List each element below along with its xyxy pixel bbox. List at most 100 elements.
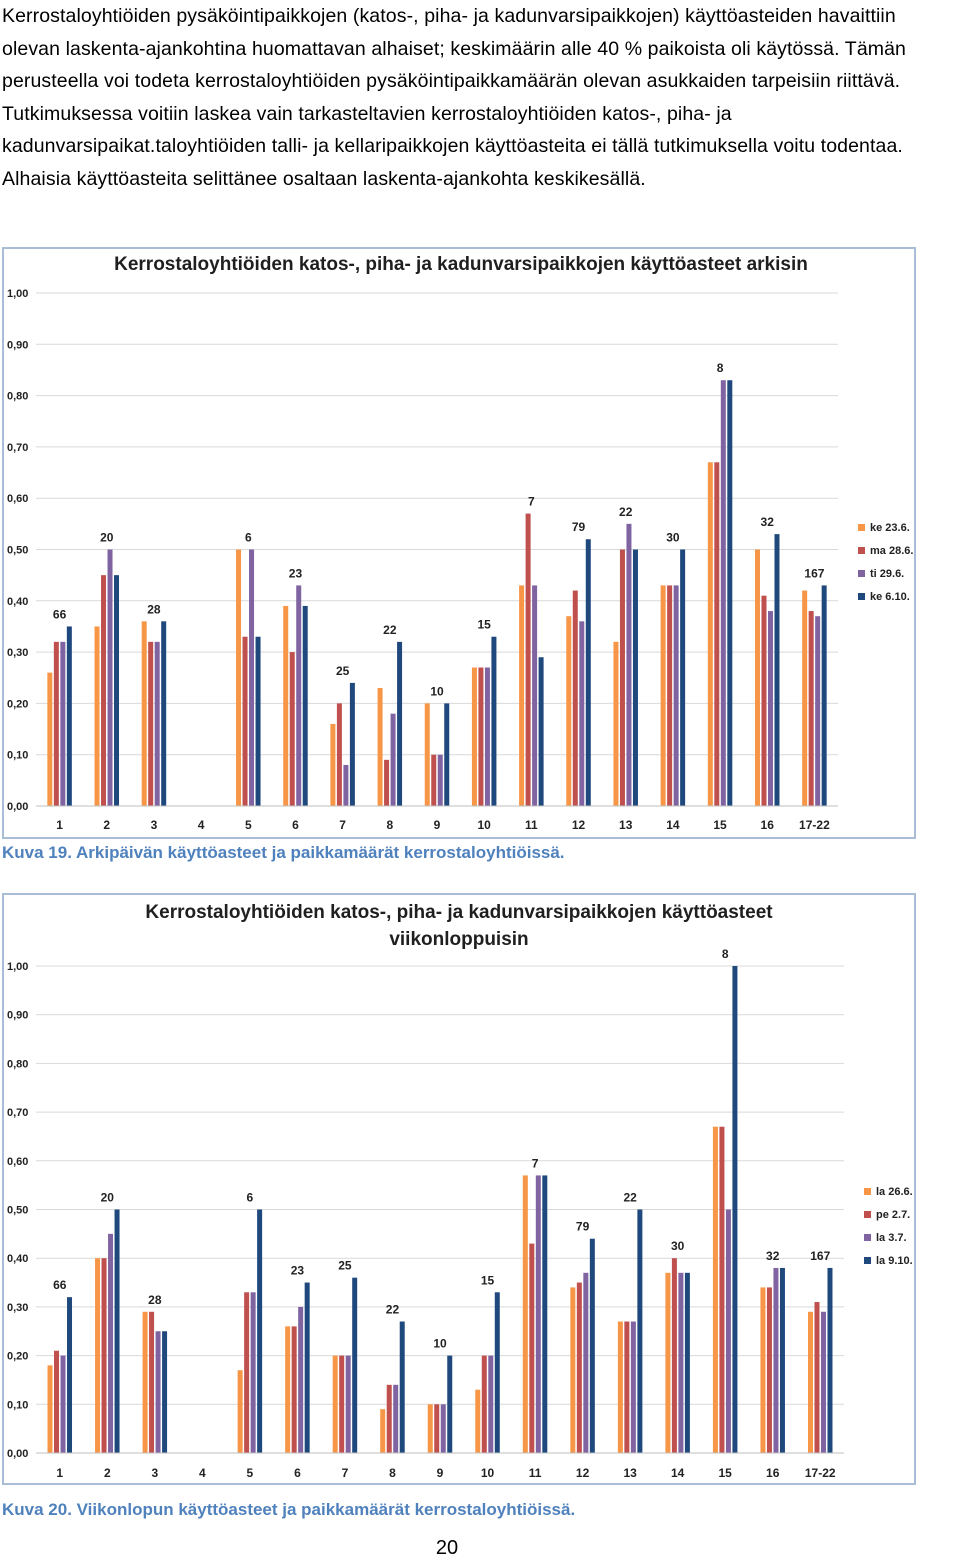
bar (242, 636, 248, 806)
spot-count-label: 167 (804, 566, 824, 580)
x-tick-label: 5 (245, 818, 252, 832)
spot-count-label: 28 (147, 602, 161, 616)
bar (336, 703, 342, 806)
spot-count-label: 32 (761, 515, 775, 529)
bar (802, 590, 808, 806)
weekday-chart-frame: Kerrostaloyhtiöiden katos-, piha- ja kad… (2, 247, 916, 839)
bar (624, 1321, 630, 1453)
legend-swatch (864, 1188, 871, 1195)
bar (529, 1243, 535, 1453)
x-tick-label: 11 (529, 1466, 542, 1480)
bar (236, 549, 242, 806)
y-tick-label: 0,10 (7, 1399, 28, 1411)
bar (60, 1355, 66, 1453)
x-tick-label: 13 (619, 818, 633, 832)
bar (339, 1355, 345, 1453)
bar (673, 585, 679, 806)
spot-count-label: 79 (576, 1220, 590, 1234)
x-tick-label: 1 (56, 1466, 63, 1480)
bar (720, 380, 726, 806)
bar (665, 1272, 671, 1453)
bar (478, 667, 484, 806)
legend-swatch (864, 1257, 871, 1264)
bar (680, 549, 686, 806)
bar (444, 703, 450, 806)
y-tick-label: 0,40 (7, 1253, 28, 1265)
bar (384, 759, 390, 806)
bar (108, 1233, 114, 1453)
spot-count-label: 8 (722, 947, 729, 961)
weekend-usage-chart: Kerrostaloyhtiöiden katos-, piha- ja kad… (7, 902, 913, 1480)
y-tick-label: 1,00 (7, 288, 28, 300)
bar (579, 621, 585, 806)
y-tick-label: 0,00 (7, 1448, 28, 1460)
chart-title: Kerrostaloyhtiöiden katos-, piha- ja kad… (145, 902, 773, 923)
chart-title: Kerrostaloyhtiöiden katos-, piha- ja kad… (114, 254, 808, 275)
bar (619, 549, 625, 806)
legend-label: pe 2.7. (876, 1209, 910, 1221)
legend-label: la 3.7. (876, 1232, 907, 1244)
bar (94, 626, 100, 806)
bar (566, 616, 572, 806)
legend-swatch (864, 1211, 871, 1218)
bar (525, 513, 531, 806)
x-tick-label: 16 (766, 1466, 780, 1480)
x-tick-label: 3 (151, 1466, 158, 1480)
bar (67, 1297, 73, 1453)
bar (632, 549, 638, 806)
spot-count-label: 15 (481, 1273, 495, 1287)
figure-20-caption: Kuva 20. Viikonlopun käyttöasteet ja pai… (2, 1500, 576, 1519)
legend-swatch (858, 524, 865, 531)
x-tick-label: 15 (718, 1466, 732, 1480)
bar (377, 688, 383, 806)
y-tick-label: 0,50 (7, 545, 28, 557)
spot-count-label: 10 (430, 684, 444, 698)
bar (475, 1389, 481, 1453)
bar (54, 1350, 60, 1453)
bar (583, 1272, 589, 1453)
bar (343, 764, 349, 806)
bar (667, 585, 673, 806)
legend-label: ke 6.10. (870, 591, 910, 603)
legend-label: ke 23.6. (870, 522, 910, 534)
x-tick-label: 6 (294, 1466, 301, 1480)
bar (47, 1365, 53, 1453)
bar (101, 575, 107, 806)
bar (47, 672, 53, 806)
spot-count-label: 23 (289, 566, 303, 580)
x-tick-label: 3 (151, 818, 158, 832)
bar (727, 380, 733, 806)
bar (390, 713, 396, 806)
y-tick-label: 0,30 (7, 647, 28, 659)
y-tick-label: 0,60 (7, 493, 28, 505)
legend-swatch (864, 1234, 871, 1241)
x-tick-label: 6 (292, 818, 299, 832)
bar (114, 575, 120, 806)
x-tick-label: 9 (437, 1466, 444, 1480)
bar (399, 1321, 405, 1453)
chart-title: viikonloppuisin (389, 929, 528, 950)
bar (148, 641, 154, 806)
bar (807, 1311, 813, 1453)
bar (570, 1287, 576, 1453)
bar (538, 657, 544, 806)
weekend-chart-frame: Kerrostaloyhtiöiden katos-, piha- ja kad… (2, 893, 916, 1485)
bar (678, 1272, 684, 1453)
bar (712, 1126, 718, 1453)
y-tick-label: 0,90 (7, 339, 28, 351)
bar (519, 585, 525, 806)
spot-count-label: 6 (245, 531, 252, 545)
bar (101, 1258, 107, 1453)
x-tick-label: 14 (671, 1466, 685, 1480)
bar (237, 1370, 243, 1453)
page-number: 20 (435, 1537, 459, 1559)
bar (114, 1209, 120, 1453)
bar (161, 621, 167, 806)
x-tick-label: 10 (481, 1466, 495, 1480)
bar (289, 652, 295, 806)
bar (257, 1209, 263, 1453)
spot-count-label: 30 (666, 531, 680, 545)
bar (95, 1258, 101, 1453)
bar (779, 1267, 785, 1453)
bar (532, 585, 538, 806)
